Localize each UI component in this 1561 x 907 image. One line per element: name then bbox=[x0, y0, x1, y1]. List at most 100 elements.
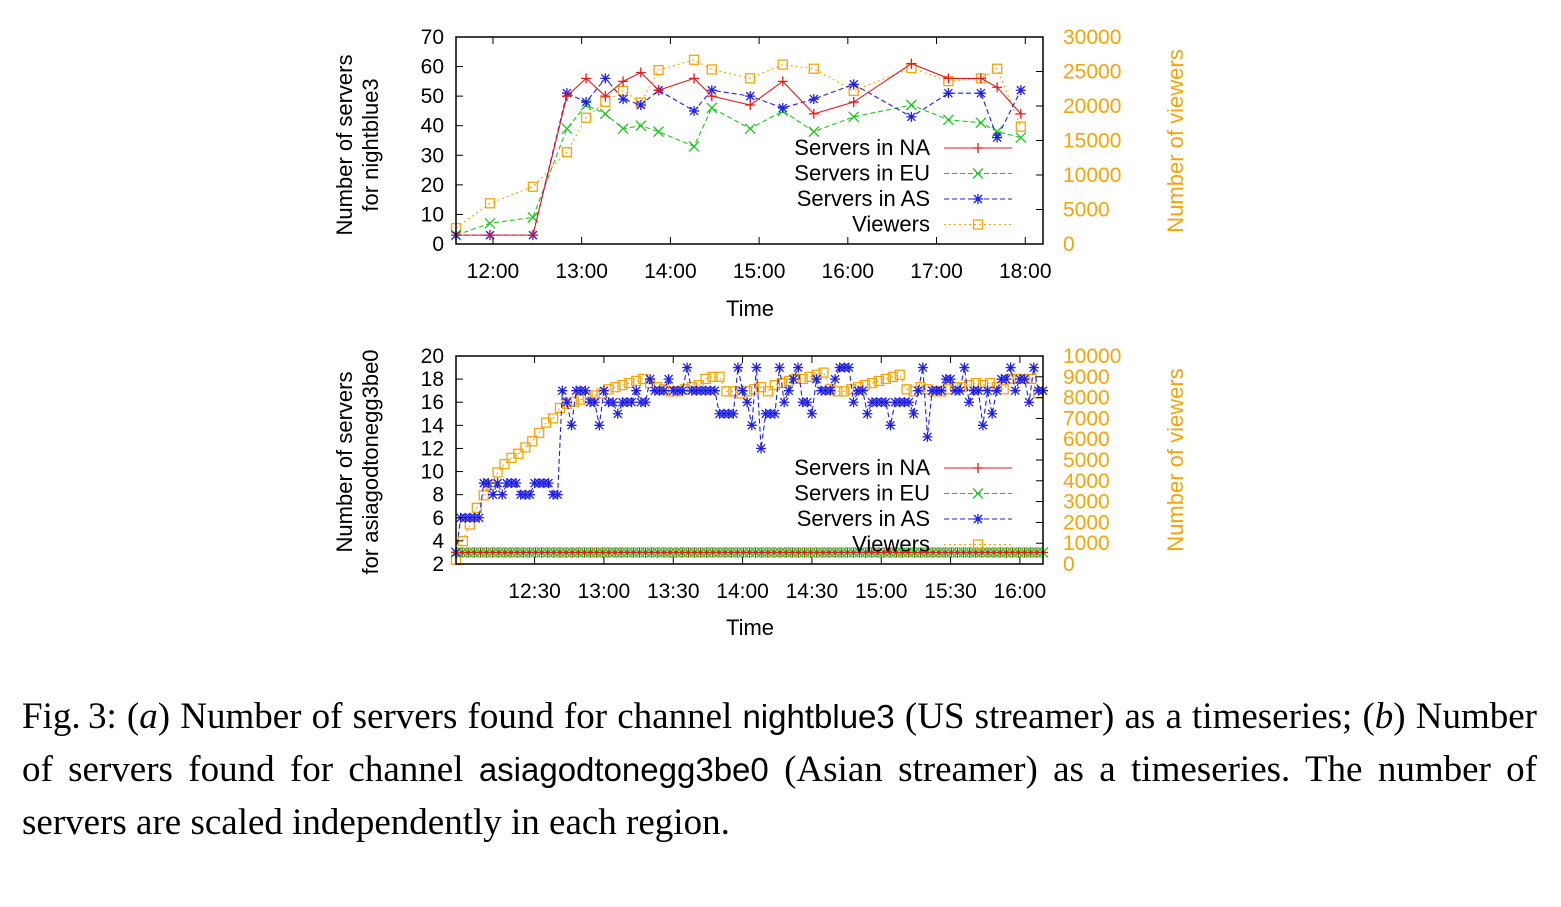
point-viewers bbox=[624, 377, 635, 389]
legend-label-eu: Servers in EU bbox=[794, 161, 930, 186]
point-eu bbox=[653, 126, 665, 138]
x-tick-label: 15:00 bbox=[733, 260, 786, 283]
y-tick-label: 8 bbox=[432, 484, 444, 507]
series-eu bbox=[450, 99, 1027, 241]
y2-tick-label: 0 bbox=[1063, 233, 1075, 256]
y-tick-label: 4 bbox=[432, 530, 444, 553]
point-na bbox=[561, 91, 572, 102]
y-tick-label: 10 bbox=[421, 203, 444, 226]
y-tick-label: 0 bbox=[432, 233, 444, 256]
point-as bbox=[783, 385, 794, 396]
y2-tick-label: 0 bbox=[1063, 553, 1075, 576]
y2-axis-label-a: Number of viewers bbox=[1163, 49, 1188, 232]
point-eu bbox=[688, 140, 700, 152]
point-na bbox=[992, 82, 1003, 93]
point-viewers bbox=[998, 384, 1009, 395]
point-eu bbox=[975, 117, 987, 129]
point-viewers bbox=[970, 377, 982, 389]
point-as bbox=[806, 408, 817, 419]
point-viewers bbox=[471, 502, 482, 513]
point-as bbox=[598, 385, 609, 396]
point-viewers bbox=[745, 73, 756, 84]
y-tick-label: 20 bbox=[421, 345, 444, 368]
point-viewers bbox=[915, 382, 926, 393]
point-as bbox=[618, 94, 629, 105]
point-na bbox=[485, 230, 496, 241]
y2-tick-label: 15000 bbox=[1063, 130, 1121, 153]
legend-marker-eu bbox=[972, 168, 984, 179]
legend-marker-as bbox=[973, 194, 983, 204]
caption-part1: Fig. 3: ( bbox=[22, 696, 140, 737]
point-viewers bbox=[706, 64, 717, 75]
legend-marker-viewers bbox=[972, 219, 984, 230]
point-eu bbox=[942, 114, 954, 126]
point-viewers bbox=[520, 442, 531, 453]
point-as bbox=[594, 420, 605, 431]
point-viewers bbox=[992, 63, 1003, 74]
x-tick-label: 13:00 bbox=[578, 580, 631, 603]
x-axis-label-a: Time bbox=[726, 296, 774, 321]
point-as bbox=[906, 111, 917, 122]
x-tick-label: 14:30 bbox=[786, 580, 839, 603]
point-viewers bbox=[839, 386, 850, 397]
point-na bbox=[745, 100, 756, 111]
point-viewers bbox=[693, 379, 704, 391]
y2-tick-label: 1000 bbox=[1063, 532, 1110, 555]
point-as bbox=[742, 397, 753, 408]
caption-part5: (Asian streamer) as a timeseries. The nu… bbox=[22, 749, 1537, 843]
point-viewers bbox=[769, 379, 781, 391]
point-as bbox=[857, 385, 868, 396]
point-as bbox=[745, 91, 756, 102]
series-line-eu bbox=[455, 104, 1021, 236]
point-viewers bbox=[901, 384, 912, 395]
point-as bbox=[631, 385, 642, 396]
point-as bbox=[973, 385, 984, 396]
legend-label-as: Servers in AS bbox=[797, 186, 930, 211]
point-as bbox=[964, 397, 975, 408]
point-viewers bbox=[943, 384, 954, 395]
point-as bbox=[600, 73, 611, 84]
point-as bbox=[561, 397, 572, 408]
point-viewers bbox=[631, 375, 642, 387]
point-as bbox=[991, 385, 1002, 396]
point-viewers bbox=[777, 59, 788, 70]
y2-tick-label: 8000 bbox=[1063, 387, 1110, 410]
point-as bbox=[497, 489, 508, 500]
series-line-as bbox=[456, 77, 1022, 236]
point-as bbox=[645, 374, 656, 385]
point-as bbox=[737, 385, 748, 396]
point-viewers bbox=[880, 373, 892, 385]
y-tick-label: 60 bbox=[421, 56, 444, 79]
point-viewers bbox=[887, 371, 898, 382]
legend-label-eu: Servers in EU bbox=[794, 481, 930, 506]
x-tick-label: 14:00 bbox=[716, 580, 769, 603]
point-as bbox=[769, 408, 780, 419]
point-viewers bbox=[617, 379, 628, 391]
caption-part3: (US streamer) as a timeseries; ( bbox=[894, 696, 1375, 737]
point-viewers bbox=[478, 490, 489, 501]
caption-channel-a: nightblue3 bbox=[742, 698, 895, 735]
point-as bbox=[779, 397, 790, 408]
point-as bbox=[903, 397, 914, 408]
point-as bbox=[709, 385, 720, 396]
point-as bbox=[492, 478, 503, 489]
x-tick-label: 12:00 bbox=[467, 260, 520, 283]
point-na bbox=[581, 73, 592, 84]
y2-tick-label: 10000 bbox=[1063, 164, 1121, 187]
point-viewers bbox=[929, 386, 940, 397]
x-tick-label: 15:00 bbox=[855, 580, 908, 603]
point-as bbox=[943, 88, 954, 99]
point-as bbox=[825, 385, 836, 396]
legend-marker-na bbox=[973, 143, 983, 153]
point-viewers bbox=[688, 54, 700, 65]
caption-panel-a: a bbox=[139, 696, 158, 737]
point-as bbox=[793, 362, 804, 373]
y2-tick-label: 10000 bbox=[1063, 345, 1121, 368]
y-tick-label: 14 bbox=[421, 414, 445, 437]
point-viewers bbox=[977, 379, 989, 391]
y-tick-label: 20 bbox=[421, 174, 444, 197]
figure-caption: Fig. 3: (a) Number of servers found for … bbox=[22, 690, 1537, 849]
